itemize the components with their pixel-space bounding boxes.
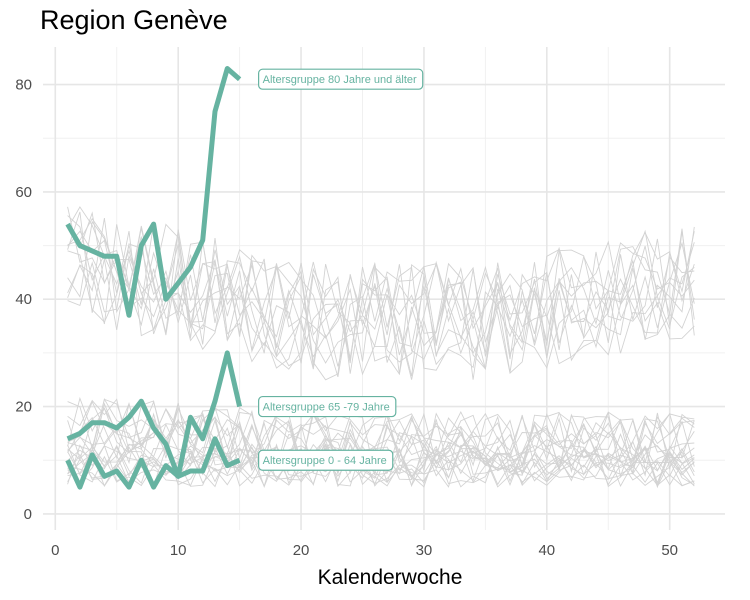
y-tick-label: 80 <box>15 77 32 94</box>
background-series-line <box>67 220 695 380</box>
background-series-line <box>67 402 695 476</box>
series-label-text: Altersgruppe 0 - 64 Jahre <box>263 455 387 467</box>
x-tick-label: 30 <box>416 542 433 559</box>
series-label-box <box>258 449 394 471</box>
background-series-line <box>67 206 695 378</box>
series-label-text: Altersgruppe 65 -79 Jahre <box>263 402 390 414</box>
highlight-series-line <box>65 436 241 490</box>
x-axis-title: Kalenderwoche <box>318 566 463 589</box>
series-label-text: Altersgruppe 80 Jahre und älter <box>263 74 417 86</box>
x-tick-label: 40 <box>538 542 555 559</box>
chart-title: Region Genève <box>40 5 228 35</box>
x-tick-label: 50 <box>661 542 678 559</box>
background-series-line <box>67 403 695 475</box>
annotation-layer: Altersgruppe 80 Jahre und älter Altersgru… <box>258 68 424 471</box>
background-series-line <box>67 218 695 377</box>
x-tick-label: 10 <box>170 542 187 559</box>
y-tick-label: 60 <box>15 184 32 201</box>
background-series-line <box>67 211 695 367</box>
series-label-box <box>258 395 397 418</box>
y-tick-label: 20 <box>15 399 32 416</box>
background-series-layer <box>67 206 695 489</box>
x-tick-label: 20 <box>293 542 310 559</box>
background-series-line <box>67 224 695 370</box>
x-tick-label: 0 <box>51 542 59 559</box>
highlight-series-line <box>65 66 242 318</box>
highlight-series-line <box>66 350 243 479</box>
y-tick-label: 40 <box>15 291 32 308</box>
series-label: Altersgruppe 65 -79 Jahre <box>258 395 397 418</box>
series-label: Altersgruppe 80 Jahre und älter <box>258 68 424 90</box>
background-series-line <box>67 405 695 477</box>
highlight-series-layer <box>65 66 243 490</box>
y-tick-label: 0 <box>24 506 32 523</box>
series-label: Altersgruppe 0 - 64 Jahre <box>258 449 394 471</box>
series-label-box <box>258 68 424 90</box>
tick-label-layer: 0 10 20 30 40 50 0 20 40 60 80 <box>15 77 678 559</box>
